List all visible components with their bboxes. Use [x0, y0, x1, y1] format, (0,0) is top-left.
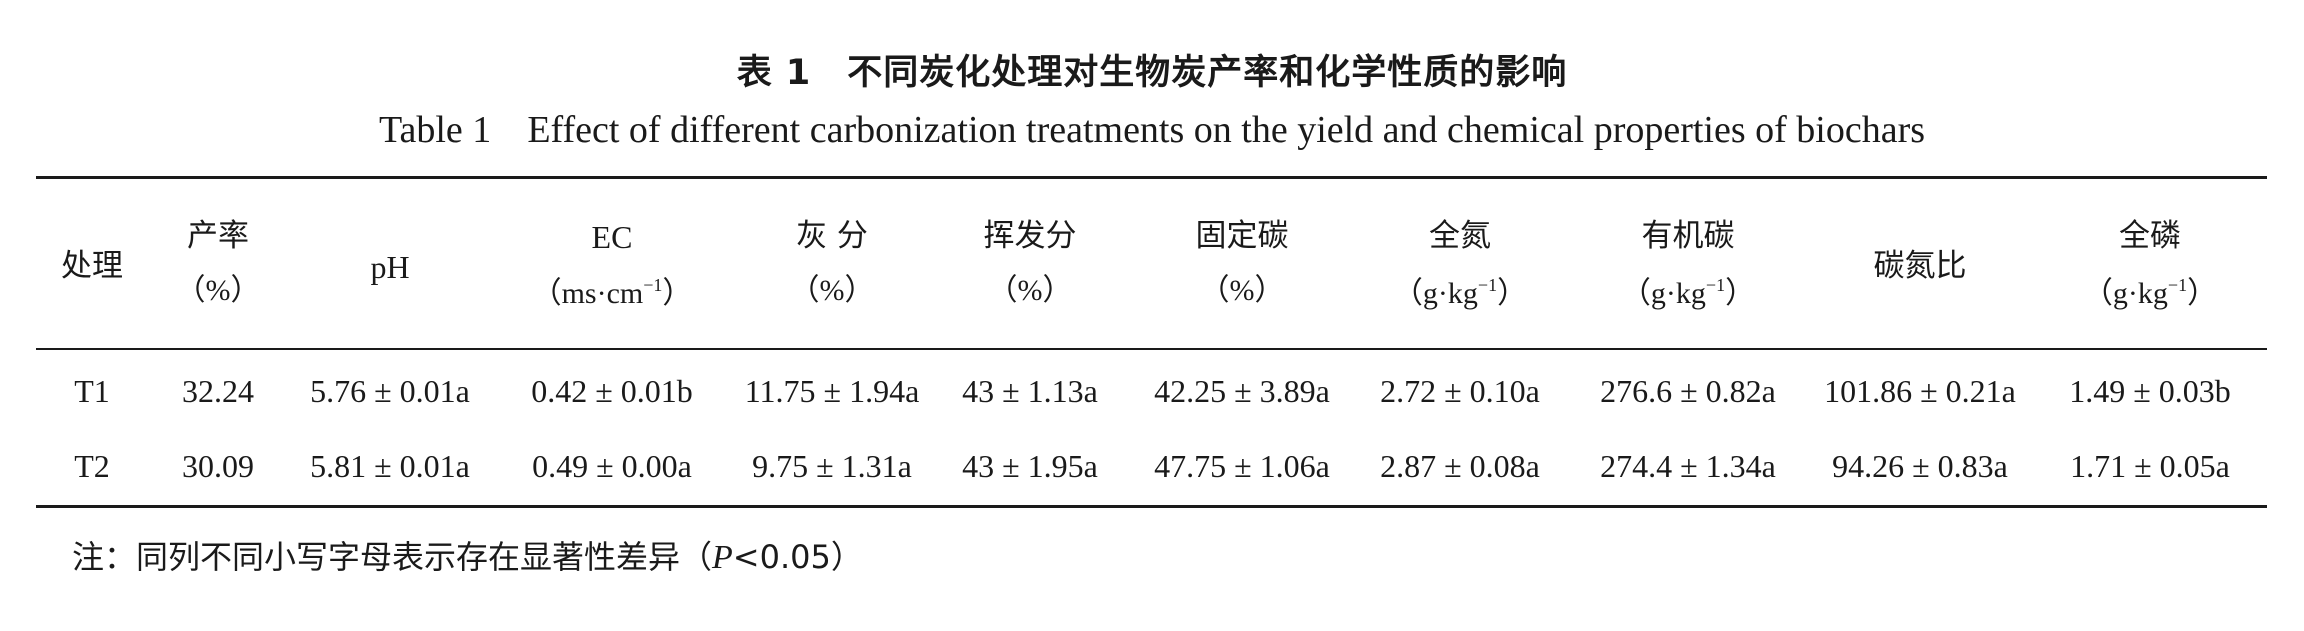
unit-base: （g·kg — [2082, 277, 2168, 310]
table-cell: 101.86 ± 0.21a — [1824, 373, 2016, 409]
column-header-5: 挥发分 — [983, 218, 1077, 254]
table-cell: 47.75 ± 1.06a — [1154, 448, 1330, 484]
table-bottom-rule — [36, 505, 2267, 508]
row-label: T2 — [74, 448, 110, 484]
table-footnote: 注：同列不同小写字母表示存在显著性差异（P<0.05） — [72, 532, 863, 578]
table-cell: 5.81 ± 0.01a — [310, 448, 470, 484]
table-label-chinese: 表 1 — [736, 53, 812, 93]
column-header-9: 碳氮比 — [1873, 248, 1967, 284]
table-cell: 276.6 ± 0.82a — [1600, 373, 1776, 409]
table-cell: 1.71 ± 0.05a — [2070, 448, 2230, 484]
column-header-8: 有机碳 — [1641, 218, 1735, 254]
table-cell: 42.25 ± 3.89a — [1154, 373, 1330, 409]
column-unit-5: （%） — [987, 274, 1073, 307]
table-cell: 11.75 ± 1.94a — [744, 373, 920, 409]
unit-exponent: −1 — [2167, 275, 2188, 295]
table-cell: 2.72 ± 0.10a — [1380, 373, 1540, 409]
table-title-english: Table 1 Effect of different carbonization… — [0, 108, 2304, 152]
table-cell: 30.09 — [182, 448, 254, 484]
table-cell: 9.75 ± 1.31a — [752, 448, 912, 484]
column-header-3: EC — [591, 219, 633, 255]
column-header-6: 固定碳 — [1195, 218, 1289, 254]
table-header-rule — [36, 348, 2267, 350]
table-cell: 5.76 ± 0.01a — [310, 373, 470, 409]
column-header-10: 全磷 — [2119, 218, 2181, 254]
column-unit-6: （%） — [1199, 274, 1285, 307]
column-unit-1: （%） — [175, 274, 261, 307]
footnote-threshold: <0.05） — [732, 538, 863, 576]
table-cell: 2.87 ± 0.08a — [1380, 448, 1540, 484]
column-header-1: 产率 — [187, 218, 249, 254]
column-unit-7: （g·kg−1） — [1393, 276, 1527, 309]
unit-exponent: −1 — [1705, 275, 1726, 295]
unit-close: ） — [1725, 277, 1756, 310]
table-cell: 0.42 ± 0.01b — [531, 373, 693, 409]
table-title-chinese: 表 1 不同炭化处理对生物炭产率和化学性质的影响 — [0, 44, 2304, 95]
unit-close: ） — [662, 277, 693, 310]
column-header-4: 灰 分 — [796, 218, 868, 254]
table-cell: 274.4 ± 1.34a — [1600, 448, 1776, 484]
table-cell: 1.49 ± 0.03b — [2069, 373, 2231, 409]
table-cell: 32.24 — [182, 373, 254, 409]
column-header-7: 全氮 — [1429, 218, 1491, 254]
unit-base: （g·kg — [1392, 277, 1478, 310]
unit-close: ） — [1497, 277, 1528, 310]
unit-exponent: −1 — [643, 275, 663, 295]
column-header-2: pH — [370, 249, 410, 285]
unit-close: ） — [2187, 277, 2218, 310]
column-unit-8: （g·kg−1） — [1621, 276, 1755, 309]
table-cell: 0.49 ± 0.00a — [532, 448, 692, 484]
footnote-text: 注：同列不同小写字母表示存在显著性差异（ — [72, 538, 713, 576]
table-label-english: Table 1 — [378, 109, 492, 151]
table-cell: 94.26 ± 0.83a — [1832, 448, 2008, 484]
table-caption-chinese: 不同炭化处理对生物炭产率和化学性质的影响 — [847, 53, 1568, 93]
footnote-p-symbol: P — [712, 539, 733, 576]
table-top-rule — [36, 176, 2267, 179]
column-unit-10: （g·kg−1） — [2083, 276, 2217, 309]
table-cell: 43 ± 1.95a — [962, 448, 1098, 484]
table-cell: 43 ± 1.13a — [962, 373, 1098, 409]
column-unit-3: （ms·cm−1） — [532, 276, 693, 309]
row-label: T1 — [74, 373, 110, 409]
table-caption-english: Effect of different carbonization treatm… — [527, 109, 1926, 151]
unit-base: （ms·cm — [531, 277, 644, 310]
column-unit-4: （%） — [789, 274, 875, 307]
unit-base: （g·kg — [1620, 277, 1706, 310]
unit-exponent: −1 — [1477, 275, 1498, 295]
column-header-0: 处理 — [61, 248, 123, 284]
